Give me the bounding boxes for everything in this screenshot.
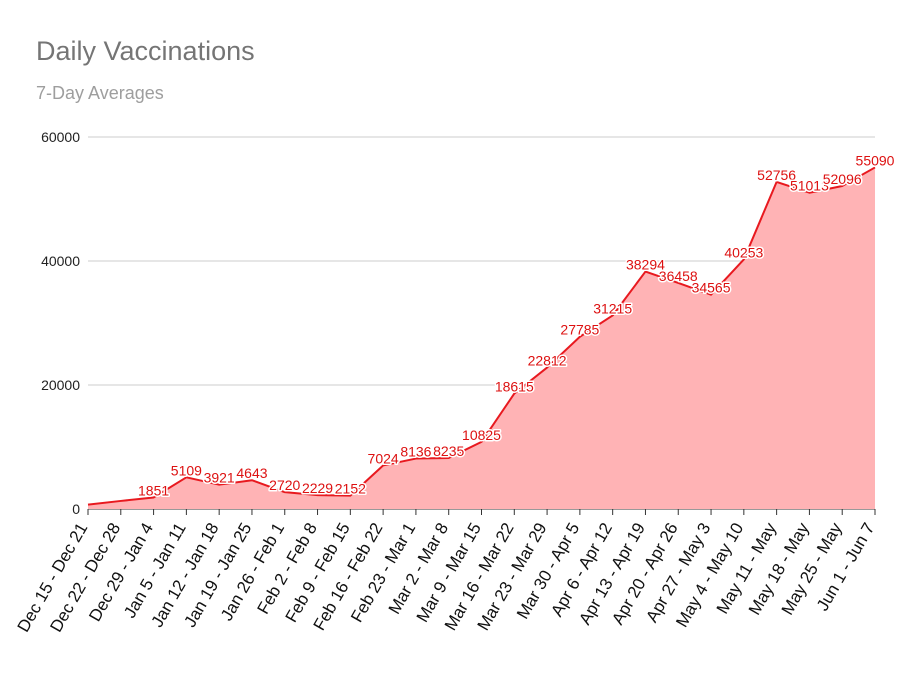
data-label: 3921 <box>204 470 235 486</box>
data-label: 1851 <box>138 483 169 499</box>
data-label: 52756 <box>757 167 796 183</box>
data-label: 7024 <box>368 450 399 466</box>
data-label: 34565 <box>692 280 731 296</box>
data-label: 2229 <box>302 480 333 496</box>
data-label: 51013 <box>790 178 829 194</box>
data-label: 2152 <box>335 481 366 497</box>
data-label: 5109 <box>171 462 202 478</box>
data-label: 36458 <box>659 268 698 284</box>
y-tick-label: 60000 <box>41 129 80 145</box>
y-tick-label: 0 <box>72 501 80 517</box>
data-label: 40253 <box>724 244 763 260</box>
data-label: 38294 <box>626 257 665 273</box>
area-layer <box>87 166 876 509</box>
data-label: 18615 <box>495 379 534 395</box>
series-area-fill <box>88 167 875 509</box>
data-label: 8235 <box>433 443 464 459</box>
data-label: 4643 <box>236 465 267 481</box>
chart-subtitle: 7-Day Averages <box>36 83 164 103</box>
data-label: 27785 <box>560 322 599 338</box>
data-label: 31215 <box>593 300 632 316</box>
data-label: 22812 <box>528 353 567 369</box>
data-label: 52096 <box>823 171 862 187</box>
chart-title: Daily Vaccinations <box>36 36 255 66</box>
data-label: 10825 <box>462 427 501 443</box>
y-tick-label: 20000 <box>41 377 80 393</box>
data-label: 2720 <box>269 477 300 493</box>
series-line <box>87 166 876 506</box>
data-label: 8136 <box>400 444 431 460</box>
data-label: 55090 <box>856 152 895 168</box>
y-tick-label: 40000 <box>41 253 80 269</box>
